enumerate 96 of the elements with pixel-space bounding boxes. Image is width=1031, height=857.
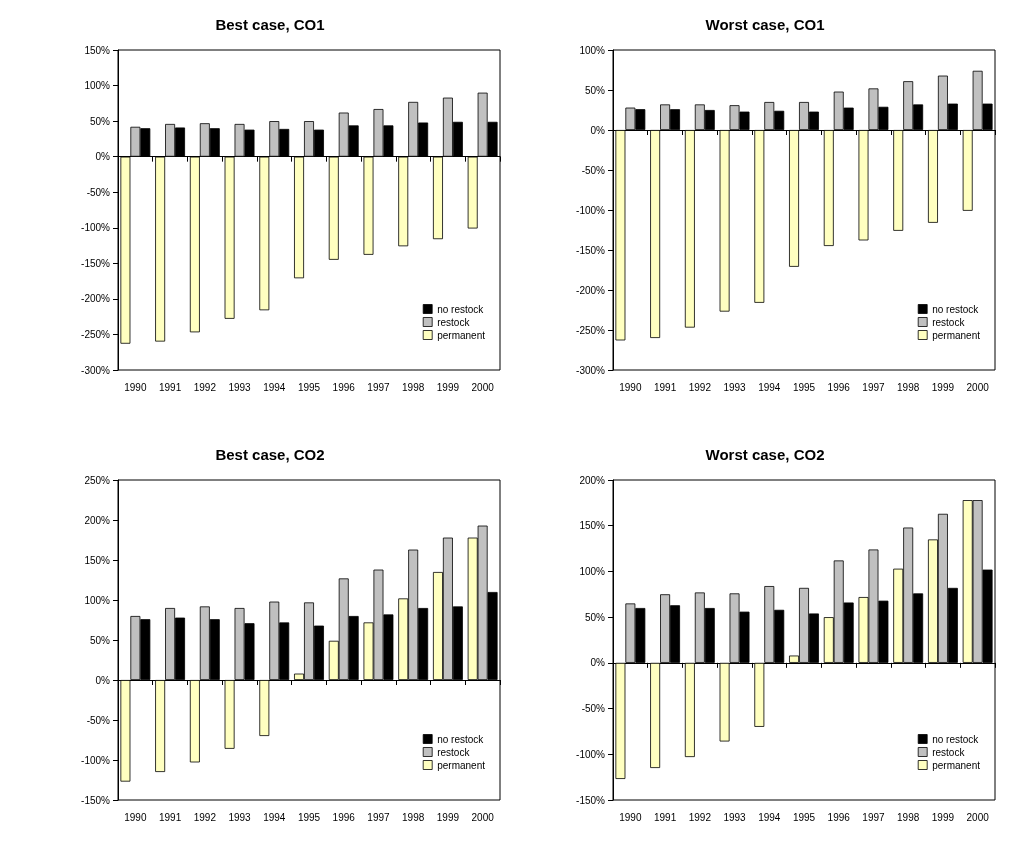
x-tick-label: 2000 <box>471 381 495 393</box>
y-tick-label: 100% <box>579 44 606 56</box>
y-tick-label: 200% <box>579 474 606 486</box>
y-tick-label: 250% <box>84 474 111 486</box>
legend-label: no restock <box>437 303 485 315</box>
x-tick-label: 1992 <box>688 811 712 823</box>
x-tick-label: 1990 <box>124 811 147 823</box>
y-tick-label: -100% <box>576 204 606 216</box>
x-tick-label: 1997 <box>367 381 391 393</box>
x-tick-label: 1992 <box>193 381 217 393</box>
y-tick-label: -300% <box>576 364 606 376</box>
x-tick-label: 1998 <box>402 381 425 393</box>
legend-label: no restock <box>437 733 485 745</box>
x-tick-label: 1995 <box>792 811 816 823</box>
chart-title: Best case, CO2 <box>215 446 325 463</box>
x-tick-label: 1994 <box>263 381 286 393</box>
legend-label: no restock <box>932 303 980 315</box>
x-tick-label: 1993 <box>723 811 747 823</box>
x-tick-label: 1998 <box>897 811 920 823</box>
legend-label: restock <box>932 746 966 758</box>
y-tick-label: 0% <box>590 657 606 669</box>
y-tick-label: 100% <box>579 565 606 577</box>
x-tick-label: 1990 <box>124 381 147 393</box>
y-tick-label: -250% <box>81 328 111 340</box>
x-tick-label: 1999 <box>931 381 955 393</box>
x-tick-label: 1992 <box>688 381 712 393</box>
legend-label: permanent <box>437 329 486 341</box>
y-tick-label: 200% <box>84 514 111 526</box>
x-tick-label: 1990 <box>619 811 642 823</box>
y-tick-label: -100% <box>81 754 111 766</box>
chart-title: Worst case, CO2 <box>705 446 825 463</box>
x-tick-label: 1991 <box>158 381 182 393</box>
legend-label: permanent <box>932 329 981 341</box>
legend-label: restock <box>437 316 471 328</box>
x-tick-label: 1995 <box>792 381 816 393</box>
y-tick-label: -250% <box>576 324 606 336</box>
y-tick-label: 150% <box>84 554 111 566</box>
x-tick-label: 1996 <box>827 811 851 823</box>
y-tick-label: 50% <box>584 611 606 623</box>
y-tick-label: 50% <box>89 115 111 127</box>
x-tick-label: 1999 <box>436 381 460 393</box>
legend-label: permanent <box>437 759 486 771</box>
x-tick-label: 1996 <box>332 811 356 823</box>
y-tick-label: -100% <box>81 222 111 234</box>
x-tick-label: 1991 <box>158 811 182 823</box>
x-tick-label: 1995 <box>297 381 321 393</box>
x-tick-label: 1993 <box>228 381 252 393</box>
y-tick-label: 0% <box>590 124 606 136</box>
x-tick-label: 1995 <box>297 811 321 823</box>
y-tick-label: -50% <box>581 164 606 176</box>
x-tick-label: 2000 <box>966 811 990 823</box>
y-tick-label: -300% <box>81 364 111 376</box>
x-tick-label: 1994 <box>758 381 781 393</box>
x-tick-label: 1993 <box>723 381 747 393</box>
x-tick-label: 1997 <box>367 811 391 823</box>
x-tick-label: 1997 <box>862 811 886 823</box>
y-tick-label: 50% <box>584 84 606 96</box>
x-tick-label: 1990 <box>619 381 642 393</box>
y-tick-label: 100% <box>84 594 111 606</box>
y-tick-label: -150% <box>81 257 111 269</box>
y-tick-label: 0% <box>95 151 111 163</box>
y-tick-label: -50% <box>86 714 111 726</box>
x-tick-label: 1998 <box>402 811 425 823</box>
x-tick-label: 2000 <box>471 811 495 823</box>
y-tick-label: -200% <box>81 293 111 305</box>
legend-label: restock <box>932 316 966 328</box>
x-tick-label: 1999 <box>931 811 955 823</box>
x-tick-label: 2000 <box>966 381 990 393</box>
y-tick-label: 0% <box>95 674 111 686</box>
chart-title: Best case, CO1 <box>215 16 325 33</box>
legend-label: no restock <box>932 733 980 745</box>
x-tick-label: 1997 <box>862 381 886 393</box>
y-tick-label: 100% <box>84 80 111 92</box>
y-tick-label: -150% <box>81 794 111 806</box>
legend-label: restock <box>437 746 471 758</box>
x-tick-label: 1996 <box>332 381 356 393</box>
y-tick-label: 150% <box>579 520 606 532</box>
y-tick-label: 50% <box>89 634 111 646</box>
x-tick-label: 1999 <box>436 811 460 823</box>
x-tick-label: 1994 <box>263 811 286 823</box>
y-tick-label: -100% <box>576 748 606 760</box>
x-tick-label: 1992 <box>193 811 217 823</box>
x-tick-label: 1996 <box>827 381 851 393</box>
x-tick-label: 1991 <box>653 381 677 393</box>
y-tick-label: 150% <box>84 44 111 56</box>
x-tick-label: 1991 <box>653 811 677 823</box>
y-tick-label: -200% <box>576 284 606 296</box>
y-tick-label: -150% <box>576 244 606 256</box>
y-tick-label: -150% <box>576 794 606 806</box>
legend-label: permanent <box>932 759 981 771</box>
x-tick-label: 1993 <box>228 811 252 823</box>
chart-title: Worst case, CO1 <box>705 16 825 33</box>
y-tick-label: -50% <box>581 703 606 715</box>
x-tick-label: 1994 <box>758 811 781 823</box>
y-tick-label: -50% <box>86 186 111 198</box>
x-tick-label: 1998 <box>897 381 920 393</box>
